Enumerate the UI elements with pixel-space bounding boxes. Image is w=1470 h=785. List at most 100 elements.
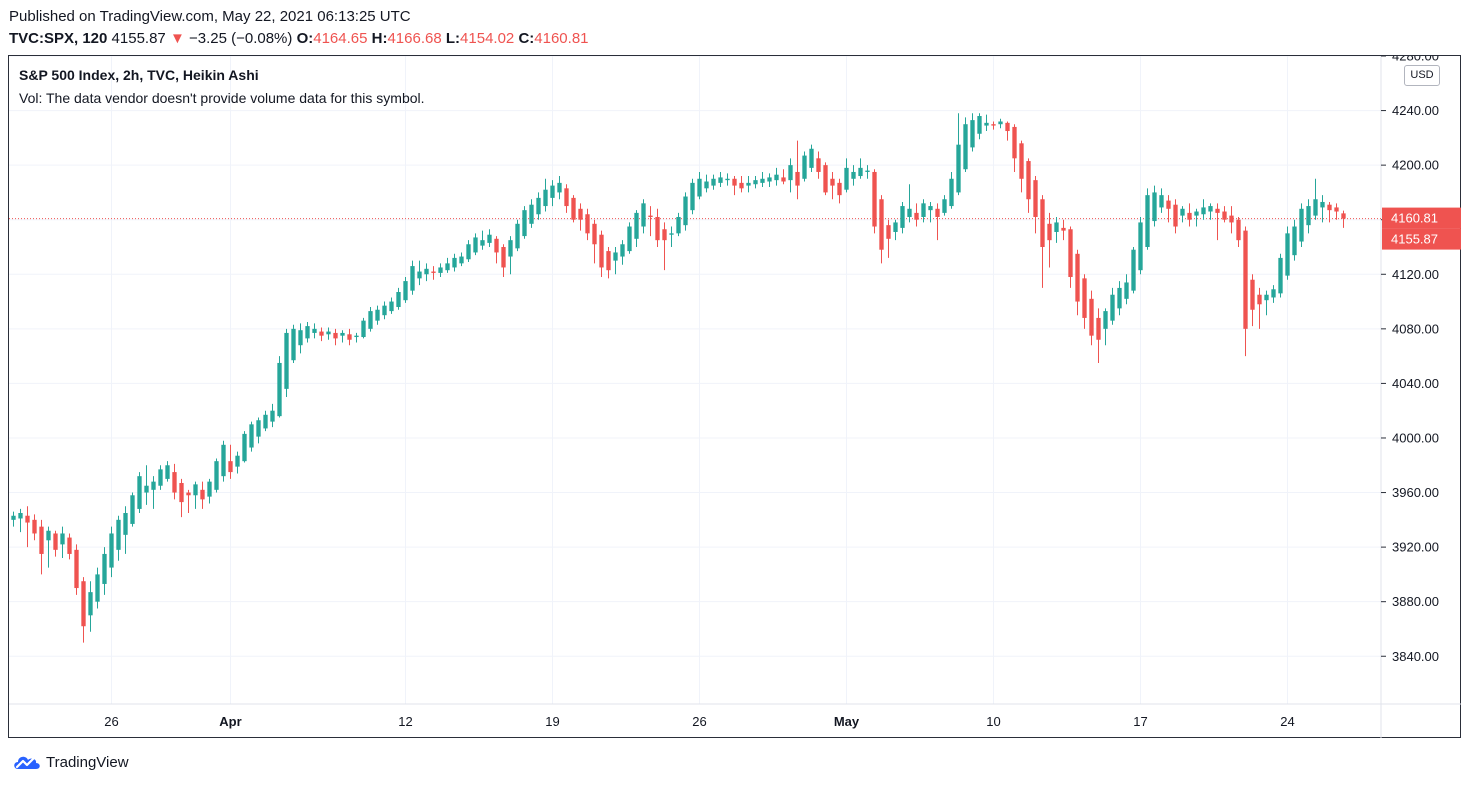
candle-body <box>522 210 527 237</box>
close-label: C: <box>518 30 535 47</box>
candle <box>711 174 716 190</box>
candle <box>1124 274 1129 305</box>
candle-body <box>270 410 275 422</box>
candle-body <box>228 461 233 473</box>
candle-body <box>711 178 716 186</box>
candle-body <box>1208 206 1213 212</box>
candle <box>102 547 107 595</box>
candle-body <box>235 455 240 467</box>
last-price-tags: 4160.81 4155.87 <box>1382 207 1461 250</box>
x-tick-label: 12 <box>398 714 412 729</box>
candle-body <box>1285 233 1290 276</box>
candle <box>515 219 520 252</box>
candle-body <box>1334 207 1339 212</box>
candle-body <box>879 199 884 250</box>
candle <box>1208 203 1213 220</box>
candle-body <box>655 216 660 241</box>
high-label: H: <box>371 30 388 47</box>
candle-body <box>368 311 373 329</box>
candle <box>641 199 646 234</box>
candle-body <box>1145 195 1150 247</box>
price-axis[interactable]: 4280.004240.004200.004160.004120.004080.… <box>1381 56 1439 664</box>
candle-body <box>683 196 688 226</box>
candle <box>389 297 394 314</box>
x-tick-label: 26 <box>104 714 118 729</box>
time-axis[interactable]: 26 Apr 12 19 26 May 10 17 24 <box>104 714 1294 729</box>
candle-body <box>256 420 261 437</box>
candle-body <box>970 120 975 148</box>
candle <box>368 307 373 332</box>
candle <box>81 577 86 643</box>
candle <box>683 192 688 231</box>
candle <box>361 317 366 339</box>
x-tick-label: 17 <box>1133 714 1147 729</box>
candle <box>1159 188 1164 213</box>
candle-body <box>431 271 436 273</box>
candle-body <box>564 188 569 207</box>
candle-body <box>165 465 170 479</box>
candle <box>928 201 933 223</box>
candle <box>1082 274 1087 329</box>
candle <box>466 240 471 262</box>
candle-body <box>998 121 1003 125</box>
currency-button[interactable]: USD <box>1404 65 1440 86</box>
candle-body <box>242 433 247 462</box>
candle <box>704 174 709 193</box>
candle <box>998 118 1003 129</box>
candle-body <box>382 305 387 316</box>
candle <box>46 526 51 568</box>
candle <box>606 246 611 279</box>
y-tick-label: 4240.00 <box>1392 103 1439 118</box>
candle <box>326 327 331 340</box>
candle-body <box>1313 199 1318 216</box>
price-change: −3.25 (−0.08%) <box>188 30 293 47</box>
candle <box>53 530 58 557</box>
candle-body <box>1243 230 1248 329</box>
candle <box>753 176 758 189</box>
y-tick-label: 4000.00 <box>1392 430 1439 445</box>
candle-body <box>578 208 583 220</box>
candle-body <box>151 481 156 490</box>
candle <box>1103 308 1108 346</box>
candle <box>1033 176 1038 234</box>
candle-body <box>445 263 450 271</box>
candle <box>235 451 240 474</box>
tradingview-brand[interactable]: TradingView <box>12 751 129 773</box>
candle <box>60 526 65 559</box>
candle-body <box>459 256 464 264</box>
y-tick-label: 4200.00 <box>1392 158 1439 173</box>
candle-body <box>704 181 709 189</box>
candle <box>144 465 149 505</box>
candle-body <box>1250 279 1255 310</box>
candle <box>725 173 730 186</box>
volume-note: Vol: The data vendor doesn't provide vol… <box>19 90 425 106</box>
candle-body <box>746 182 751 186</box>
candle <box>1019 140 1024 193</box>
candle <box>879 195 884 264</box>
candle <box>1292 219 1297 261</box>
candle <box>613 246 618 275</box>
candle <box>1180 206 1185 223</box>
candlestick-chart[interactable]: 4280.004240.004200.004160.004120.004080.… <box>9 56 1461 738</box>
price-tag-label: 4160.81 <box>1391 211 1438 226</box>
candle-body <box>438 267 443 273</box>
candle-body <box>774 174 779 181</box>
candle <box>900 201 905 234</box>
candle <box>207 478 212 504</box>
candle-body <box>830 178 835 186</box>
candle-body <box>1061 227 1066 231</box>
candle-body <box>690 182 695 211</box>
candle <box>116 515 121 561</box>
candle-body <box>984 122 989 126</box>
candle-body <box>851 171 856 179</box>
candle-body <box>662 229 667 241</box>
x-tick-label: 10 <box>986 714 1000 729</box>
candle-body <box>725 178 730 181</box>
candle-body <box>312 328 317 333</box>
tradingview-wordmark: TradingView <box>46 753 129 771</box>
candle-body <box>116 519 121 550</box>
candle <box>690 178 695 215</box>
candle <box>487 229 492 247</box>
candle-body <box>1103 311 1108 329</box>
candle <box>564 184 569 213</box>
